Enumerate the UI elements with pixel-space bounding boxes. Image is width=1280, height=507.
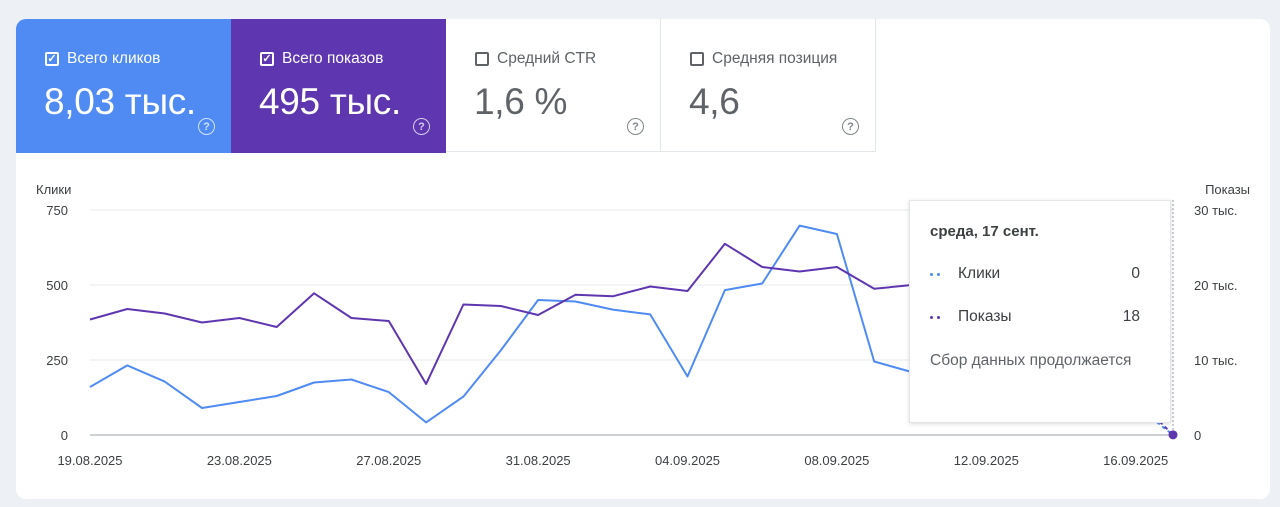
checkbox-icon[interactable]: ✓ (260, 52, 274, 66)
right-tick-label: 20 тыс. (1194, 278, 1237, 293)
metric-average-position[interactable]: Средняя позиция 4,6 ? (661, 19, 876, 152)
tooltip-label: Клики (958, 265, 1001, 282)
x-tick-label: 23.08.2025 (207, 453, 272, 468)
checkbox-icon[interactable] (475, 52, 489, 66)
metric-value: 4,6 (689, 81, 740, 122)
help-icon[interactable]: ? (198, 118, 215, 135)
x-tick-label: 31.08.2025 (506, 453, 571, 468)
series-dot-icon (930, 315, 958, 319)
checkbox-icon[interactable]: ✓ (45, 52, 59, 66)
metric-value: 8,03 тыс. (44, 81, 196, 122)
metric-label: Всего кликов (67, 50, 161, 67)
left-tick-label: 500 (46, 278, 68, 293)
left-axis-title: Клики (36, 182, 71, 197)
performance-card: ✓ Всего кликов 8,03 тыс. ? ✓ Всего показ… (16, 19, 1270, 499)
tooltip-row-impressions: Показы 18 (930, 308, 1140, 326)
tooltip-note: Сбор данных продолжается (930, 352, 1132, 369)
left-tick-label: 250 (46, 353, 68, 368)
metric-label: Средний CTR (497, 50, 597, 67)
metric-value: 495 тыс. (259, 81, 401, 122)
tooltip-label: Показы (958, 308, 1012, 325)
metric-label: Всего показов (282, 50, 384, 67)
metric-average-ctr[interactable]: Средний CTR 1,6 % ? (446, 19, 661, 152)
series-dot-icon (930, 272, 958, 276)
metric-total-impressions[interactable]: ✓ Всего показов 495 тыс. ? (231, 19, 446, 153)
x-tick-label: 19.08.2025 (57, 453, 122, 468)
x-tick-label: 12.09.2025 (954, 453, 1019, 468)
help-icon[interactable]: ? (842, 118, 859, 135)
left-tick-label: 750 (46, 203, 68, 218)
tooltip-value: 18 (1122, 308, 1140, 325)
metric-total-clicks[interactable]: ✓ Всего кликов 8,03 тыс. ? (16, 19, 231, 153)
x-tick-label: 04.09.2025 (655, 453, 720, 468)
metric-tabs: ✓ Всего кликов 8,03 тыс. ? ✓ Всего показ… (16, 19, 876, 153)
x-tick-label: 27.08.2025 (356, 453, 421, 468)
x-tick-label: 16.09.2025 (1103, 453, 1168, 468)
right-tick-label: 30 тыс. (1194, 203, 1237, 218)
right-axis-title: Показы (1205, 182, 1250, 197)
tooltip-row-clicks: Клики 0 (930, 265, 1140, 283)
help-icon[interactable]: ? (413, 118, 430, 135)
right-tick-label: 0 (1194, 428, 1201, 443)
x-tick-label: 08.09.2025 (804, 453, 869, 468)
checkbox-icon[interactable] (690, 52, 704, 66)
help-icon[interactable]: ? (627, 118, 644, 135)
metric-label: Средняя позиция (712, 50, 838, 67)
metric-value: 1,6 % (474, 81, 568, 122)
tooltip-date: среда, 17 сент. (930, 223, 1039, 240)
chart-tooltip: среда, 17 сент. Клики 0 Показы 18 Сбор д… (909, 200, 1171, 423)
tooltip-value: 0 (1131, 265, 1140, 282)
highlight-point (1168, 430, 1178, 440)
left-tick-label: 0 (61, 428, 68, 443)
right-tick-label: 10 тыс. (1194, 353, 1237, 368)
